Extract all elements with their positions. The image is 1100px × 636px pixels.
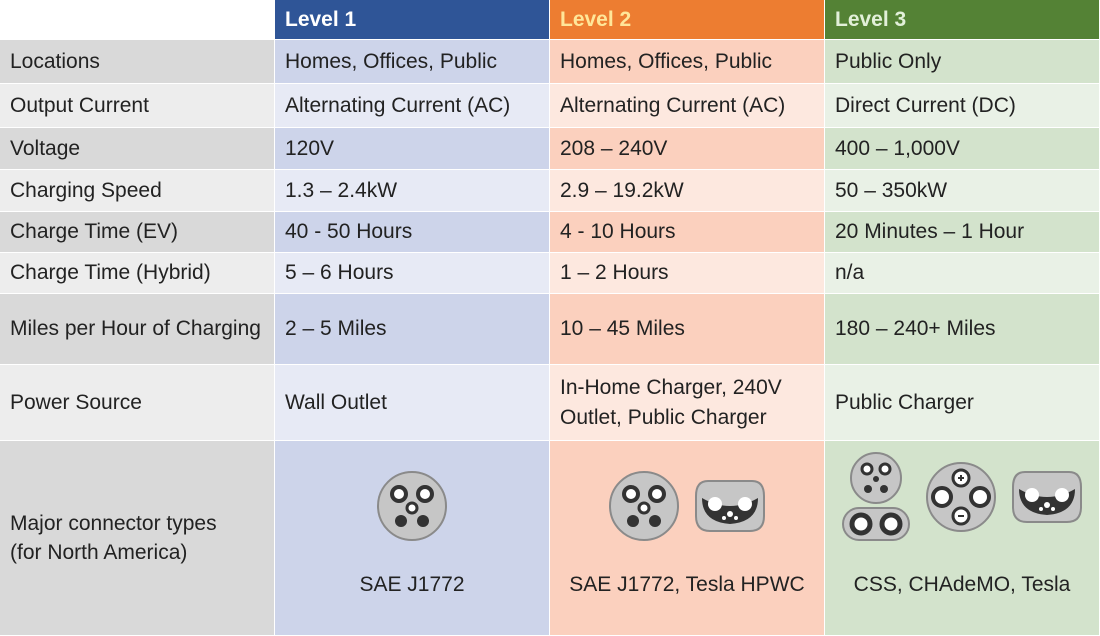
column-header: Level 2 (550, 0, 825, 40)
row-label-cell: Major connector types (for North America… (0, 441, 275, 636)
connector-icons (841, 451, 1083, 542)
data-cell: 40 - 50 Hours (275, 212, 550, 253)
data-cell: Wall Outlet (275, 365, 550, 441)
row-label: Major connector types (for North America… (10, 511, 217, 564)
cell-text: 120V (285, 136, 335, 160)
data-cell: 10 – 45 Miles (550, 294, 825, 365)
cell-text: Alternating Current (AC) (560, 93, 786, 117)
data-cell: 50 – 350kW (825, 170, 1100, 212)
data-cell: 1 – 2 Hours (550, 253, 825, 294)
connector-icons (608, 470, 766, 542)
cell-text: 400 – 1,000V (835, 136, 960, 160)
data-cell: 5 – 6 Hours (275, 253, 550, 294)
column-title: Level 1 (285, 7, 357, 31)
cell-text: Alternating Current (AC) (285, 93, 511, 117)
data-cell: 180 – 240+ Miles (825, 294, 1100, 365)
data-cell: SAE J1772 (275, 441, 550, 636)
row-label-cell: Power Source (0, 365, 275, 441)
cell-text: In-Home Charger, 240V Outlet, Public Cha… (560, 376, 782, 429)
cell-text: Public Charger (835, 390, 974, 414)
cell-text: 4 - 10 Hours (560, 220, 676, 244)
data-cell: n/a (825, 253, 1100, 294)
data-cell: 2.9 – 19.2kW (550, 170, 825, 212)
data-cell: Public Only (825, 40, 1100, 84)
row-label-cell: Miles per Hour of Charging (0, 294, 275, 365)
data-cell: Alternating Current (AC) (550, 84, 825, 128)
column-header: Level 1 (275, 0, 550, 40)
data-cell: Homes, Offices, Public (550, 40, 825, 84)
cell-text: 5 – 6 Hours (285, 261, 394, 285)
row-label: Output Current (10, 93, 149, 117)
data-cell: 400 – 1,000V (825, 128, 1100, 170)
cell-text: 50 – 350kW (835, 178, 948, 202)
data-cell: Homes, Offices, Public (275, 40, 550, 84)
cell-text: 1 – 2 Hours (560, 261, 669, 285)
cell-text: Direct Current (DC) (835, 93, 1016, 117)
connector-caption: CSS, CHAdeMO, Tesla (853, 572, 1071, 596)
row-label-cell: Output Current (0, 84, 275, 128)
row-label: Miles per Hour of Charging (10, 317, 261, 341)
cell-text: Wall Outlet (285, 390, 387, 414)
cell-text: Homes, Offices, Public (560, 49, 773, 73)
connector-caption: SAE J1772, Tesla HPWC (569, 572, 805, 596)
cell-text: Homes, Offices, Public (285, 49, 498, 73)
data-cell: 2 – 5 Miles (275, 294, 550, 365)
cell-text: 10 – 45 Miles (560, 317, 685, 341)
connector-caption: SAE J1772 (359, 572, 465, 596)
row-label: Power Source (10, 390, 142, 414)
row-label-cell: Charge Time (Hybrid) (0, 253, 275, 294)
column-title: Level 2 (560, 7, 632, 31)
cell-text: 180 – 240+ Miles (835, 317, 996, 341)
row-label: Voltage (10, 136, 81, 160)
data-cell: In-Home Charger, 240V Outlet, Public Cha… (550, 365, 825, 441)
cell-text: 2.9 – 19.2kW (560, 178, 684, 202)
row-label: Charging Speed (10, 178, 162, 202)
data-cell: Alternating Current (AC) (275, 84, 550, 128)
data-cell: 208 – 240V (550, 128, 825, 170)
data-cell: CSS, CHAdeMO, Tesla (825, 441, 1100, 636)
cell-text: n/a (835, 261, 865, 285)
row-label-cell: Locations (0, 40, 275, 84)
data-cell: 1.3 – 2.4kW (275, 170, 550, 212)
row-label: Charge Time (EV) (10, 220, 179, 244)
cell-text: 208 – 240V (560, 136, 668, 160)
cell-text: Public Only (835, 49, 942, 73)
corner-cell (0, 0, 275, 40)
row-label: Charge Time (Hybrid) (10, 261, 211, 285)
row-label: Locations (10, 49, 100, 73)
data-cell: Public Charger (825, 365, 1100, 441)
row-label-cell: Charge Time (EV) (0, 212, 275, 253)
cell-text: 20 Minutes – 1 Hour (835, 220, 1025, 244)
row-label-cell: Voltage (0, 128, 275, 170)
data-cell: 20 Minutes – 1 Hour (825, 212, 1100, 253)
data-cell: Direct Current (DC) (825, 84, 1100, 128)
column-title: Level 3 (835, 7, 907, 31)
data-cell: 4 - 10 Hours (550, 212, 825, 253)
row-label-cell: Charging Speed (0, 170, 275, 212)
cell-text: 2 – 5 Miles (285, 317, 387, 341)
connector-icons (376, 470, 448, 542)
column-header: Level 3 (825, 0, 1100, 40)
data-cell: SAE J1772, Tesla HPWC (550, 441, 825, 636)
cell-text: 40 - 50 Hours (285, 220, 413, 244)
cell-text: 1.3 – 2.4kW (285, 178, 398, 202)
data-cell: 120V (275, 128, 550, 170)
